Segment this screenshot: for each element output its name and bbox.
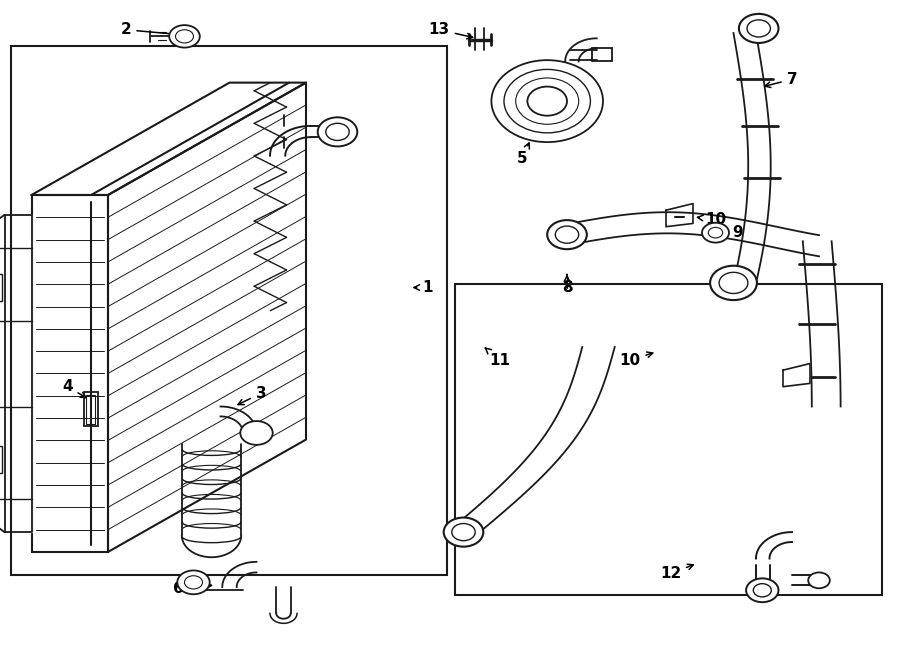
Polygon shape	[32, 195, 108, 552]
Text: 11: 11	[485, 348, 510, 368]
Circle shape	[527, 87, 567, 116]
Polygon shape	[32, 83, 306, 195]
Circle shape	[739, 14, 778, 43]
Text: 9: 9	[720, 225, 743, 240]
Circle shape	[808, 572, 830, 588]
Circle shape	[710, 266, 757, 300]
Polygon shape	[783, 364, 810, 387]
Circle shape	[753, 584, 771, 597]
Bar	[592, 48, 612, 61]
Circle shape	[318, 117, 357, 146]
Polygon shape	[4, 215, 32, 532]
Circle shape	[555, 226, 579, 243]
Circle shape	[169, 25, 200, 48]
Circle shape	[491, 60, 603, 142]
Text: 12: 12	[660, 564, 693, 581]
Bar	[84, 392, 98, 426]
Text: 8: 8	[562, 274, 572, 295]
Bar	[0, 446, 2, 473]
Circle shape	[176, 30, 194, 43]
Circle shape	[184, 576, 202, 589]
Text: 7: 7	[765, 72, 797, 87]
Circle shape	[547, 220, 587, 249]
Circle shape	[504, 69, 590, 133]
Text: 4: 4	[62, 379, 86, 398]
Circle shape	[746, 578, 778, 602]
Bar	[454, 284, 882, 595]
Circle shape	[444, 518, 483, 547]
Circle shape	[516, 78, 579, 124]
Circle shape	[719, 272, 748, 293]
Circle shape	[708, 227, 723, 238]
Polygon shape	[108, 83, 306, 552]
Text: 10: 10	[619, 352, 652, 368]
Circle shape	[240, 421, 273, 445]
Text: 2: 2	[121, 22, 180, 37]
Bar	[86, 395, 95, 424]
Circle shape	[326, 123, 349, 140]
Text: 1: 1	[414, 280, 433, 295]
Text: 13: 13	[428, 22, 472, 39]
Text: 3: 3	[238, 386, 266, 405]
Polygon shape	[666, 204, 693, 227]
Circle shape	[452, 524, 475, 541]
Circle shape	[702, 223, 729, 243]
Bar	[11, 46, 447, 575]
Circle shape	[177, 570, 210, 594]
Text: 5: 5	[517, 143, 529, 166]
Text: 6: 6	[173, 581, 212, 596]
Text: 10: 10	[698, 212, 726, 227]
Bar	[0, 274, 2, 301]
Circle shape	[747, 20, 770, 37]
